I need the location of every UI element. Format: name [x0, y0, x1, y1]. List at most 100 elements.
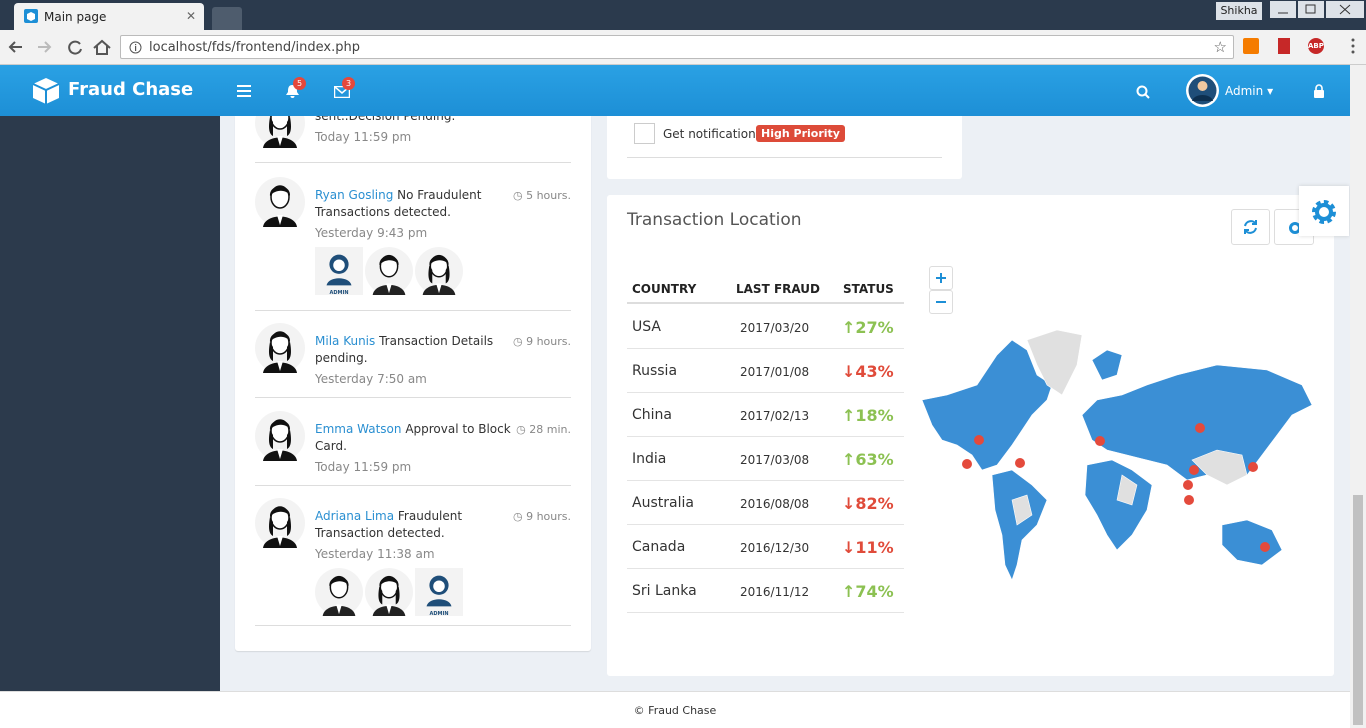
table-row: Canada 2016/12/30 ↓11% [627, 525, 904, 569]
address-bar: localhost/fds/frontend/index.php ☆ ABP [0, 30, 1366, 65]
status-value: 82% [855, 494, 894, 513]
card-title: Transaction Location [627, 210, 802, 230]
extensions [1243, 38, 1355, 54]
last-fraud: 2016/11/12 [740, 585, 810, 599]
zoom-out[interactable] [929, 290, 953, 314]
url-field[interactable]: localhost/fds/frontend/index.php ☆ [120, 35, 1234, 59]
feed-time: ◷ 5 hours. [512, 189, 571, 202]
table-header-rule [627, 302, 904, 304]
feed-message: sent..Decision Pending. [315, 116, 515, 125]
feed-body: Emma Watson Approval to Block Card. Today… [315, 421, 515, 476]
brand-name[interactable]: Fraud Chase [68, 79, 194, 100]
status: ↑27% [842, 318, 894, 337]
avatar-icon [315, 568, 363, 616]
footer: © Fraud Chase [0, 691, 1350, 728]
activity-feed: sent..Decision Pending. Today 11:59 pm Rya… [235, 116, 591, 651]
scrollbar[interactable] [1350, 65, 1366, 728]
tab[interactable]: Main page ✕ [14, 3, 204, 30]
attachments: ADMIN [315, 568, 463, 617]
avatar-icon [255, 116, 305, 148]
avatar-icon [365, 247, 413, 295]
attachment: ADMIN [415, 568, 463, 617]
zoom-in[interactable] [929, 266, 953, 290]
profile-name[interactable]: Shikha [1216, 2, 1262, 20]
location-card: Transaction Location COUNTRY LAST FRAUD ST… [607, 195, 1334, 676]
nav-buttons[interactable] [8, 38, 113, 58]
feed-message: Emma Watson Approval to Block Card. [315, 421, 515, 455]
country: USA [632, 319, 661, 335]
status: ↓82% [842, 494, 894, 513]
table-row: Russia 2017/01/08 ↓43% [627, 349, 904, 393]
status-value: 27% [855, 318, 894, 337]
menu-toggle[interactable] [237, 85, 251, 97]
column-header: COUNTRY [632, 282, 697, 296]
avatar-icon [365, 568, 413, 616]
status: ↑18% [842, 406, 894, 425]
message-text: Fraudulent Transaction detected. [315, 509, 463, 540]
tab-bar: Main page ✕ Shikha [0, 0, 1366, 30]
user-name[interactable]: Admin ▾ [1225, 84, 1274, 98]
time-text: 5 hours. [526, 189, 571, 202]
avatar [255, 323, 305, 378]
status: ↑74% [842, 582, 894, 601]
table-row: USA 2017/03/20 ↑27% [627, 305, 904, 349]
status-value: 11% [855, 538, 894, 557]
avatar-icon [255, 498, 305, 548]
search-icon[interactable] [1136, 85, 1150, 99]
brand-logo [32, 78, 60, 104]
notifications-badge: 5 [293, 77, 306, 90]
feed-item: Mila Kunis Transaction Details pending. Y… [255, 321, 571, 398]
feed-message: Adriana Lima Fraudulent Transaction dete… [315, 508, 515, 542]
feed-message: Mila Kunis Transaction Details pending. [315, 333, 515, 367]
table-row: India 2017/03/08 ↑63% [627, 437, 904, 481]
user-link[interactable]: Mila Kunis [315, 334, 376, 348]
feed-body: Adriana Lima Fraudulent Transaction dete… [315, 508, 515, 563]
lock-icon[interactable] [1313, 84, 1325, 98]
last-fraud: 2017/03/08 [740, 453, 810, 467]
attachment [315, 568, 363, 616]
bookmark-star[interactable]: ☆ [1213, 38, 1227, 56]
tab-close[interactable]: ✕ [185, 9, 196, 23]
avatar [255, 116, 305, 153]
feed-time: ◷ 28 min. [516, 423, 571, 436]
sidebar [0, 116, 220, 691]
country: India [632, 451, 667, 467]
country: Russia [632, 363, 678, 379]
user-link[interactable]: Emma Watson [315, 422, 402, 436]
feed-message: Ryan Gosling No Fraudulent Transactions … [315, 187, 515, 221]
status: ↓11% [842, 538, 894, 557]
user-link[interactable]: Adriana Lima [315, 509, 395, 523]
scroll-thumb[interactable] [1353, 495, 1363, 725]
refresh-button[interactable] [1231, 209, 1270, 245]
country: Sri Lanka [632, 583, 697, 599]
refresh-icon [1244, 220, 1257, 234]
plus-icon [936, 273, 946, 283]
message-text: No Fraudulent Transactions detected. [315, 188, 482, 219]
settings-gear[interactable] [1299, 186, 1349, 236]
user-avatar[interactable] [1185, 73, 1220, 108]
status-value: 74% [855, 582, 894, 601]
admin-avatar [315, 247, 363, 295]
avatar-icon [415, 247, 463, 295]
avatar-icon [255, 323, 305, 373]
table-row: Australia 2016/08/08 ↓82% [627, 481, 904, 525]
attachment [415, 247, 463, 295]
messages-badge: 3 [342, 77, 355, 90]
avatar [255, 498, 305, 553]
minus-icon [936, 301, 946, 303]
admin-label: ADMIN [329, 290, 349, 296]
world-map [921, 329, 1313, 581]
feed-date: Today 11:59 pm [315, 130, 412, 144]
new-tab[interactable] [212, 7, 242, 30]
notification-checkbox[interactable] [634, 123, 655, 144]
country: Canada [632, 539, 686, 555]
attachment [365, 568, 413, 616]
footer-text: © Fraud Chase [633, 704, 717, 717]
feed-item: Emma Watson Approval to Block Card. Today… [255, 409, 571, 486]
priority-tag: High Priority [756, 125, 845, 142]
feed-body: Mila Kunis Transaction Details pending. Y… [315, 333, 515, 388]
status: ↓43% [842, 362, 894, 381]
user-link[interactable]: Ryan Gosling [315, 188, 394, 202]
extension-label: ABP [1308, 42, 1324, 50]
